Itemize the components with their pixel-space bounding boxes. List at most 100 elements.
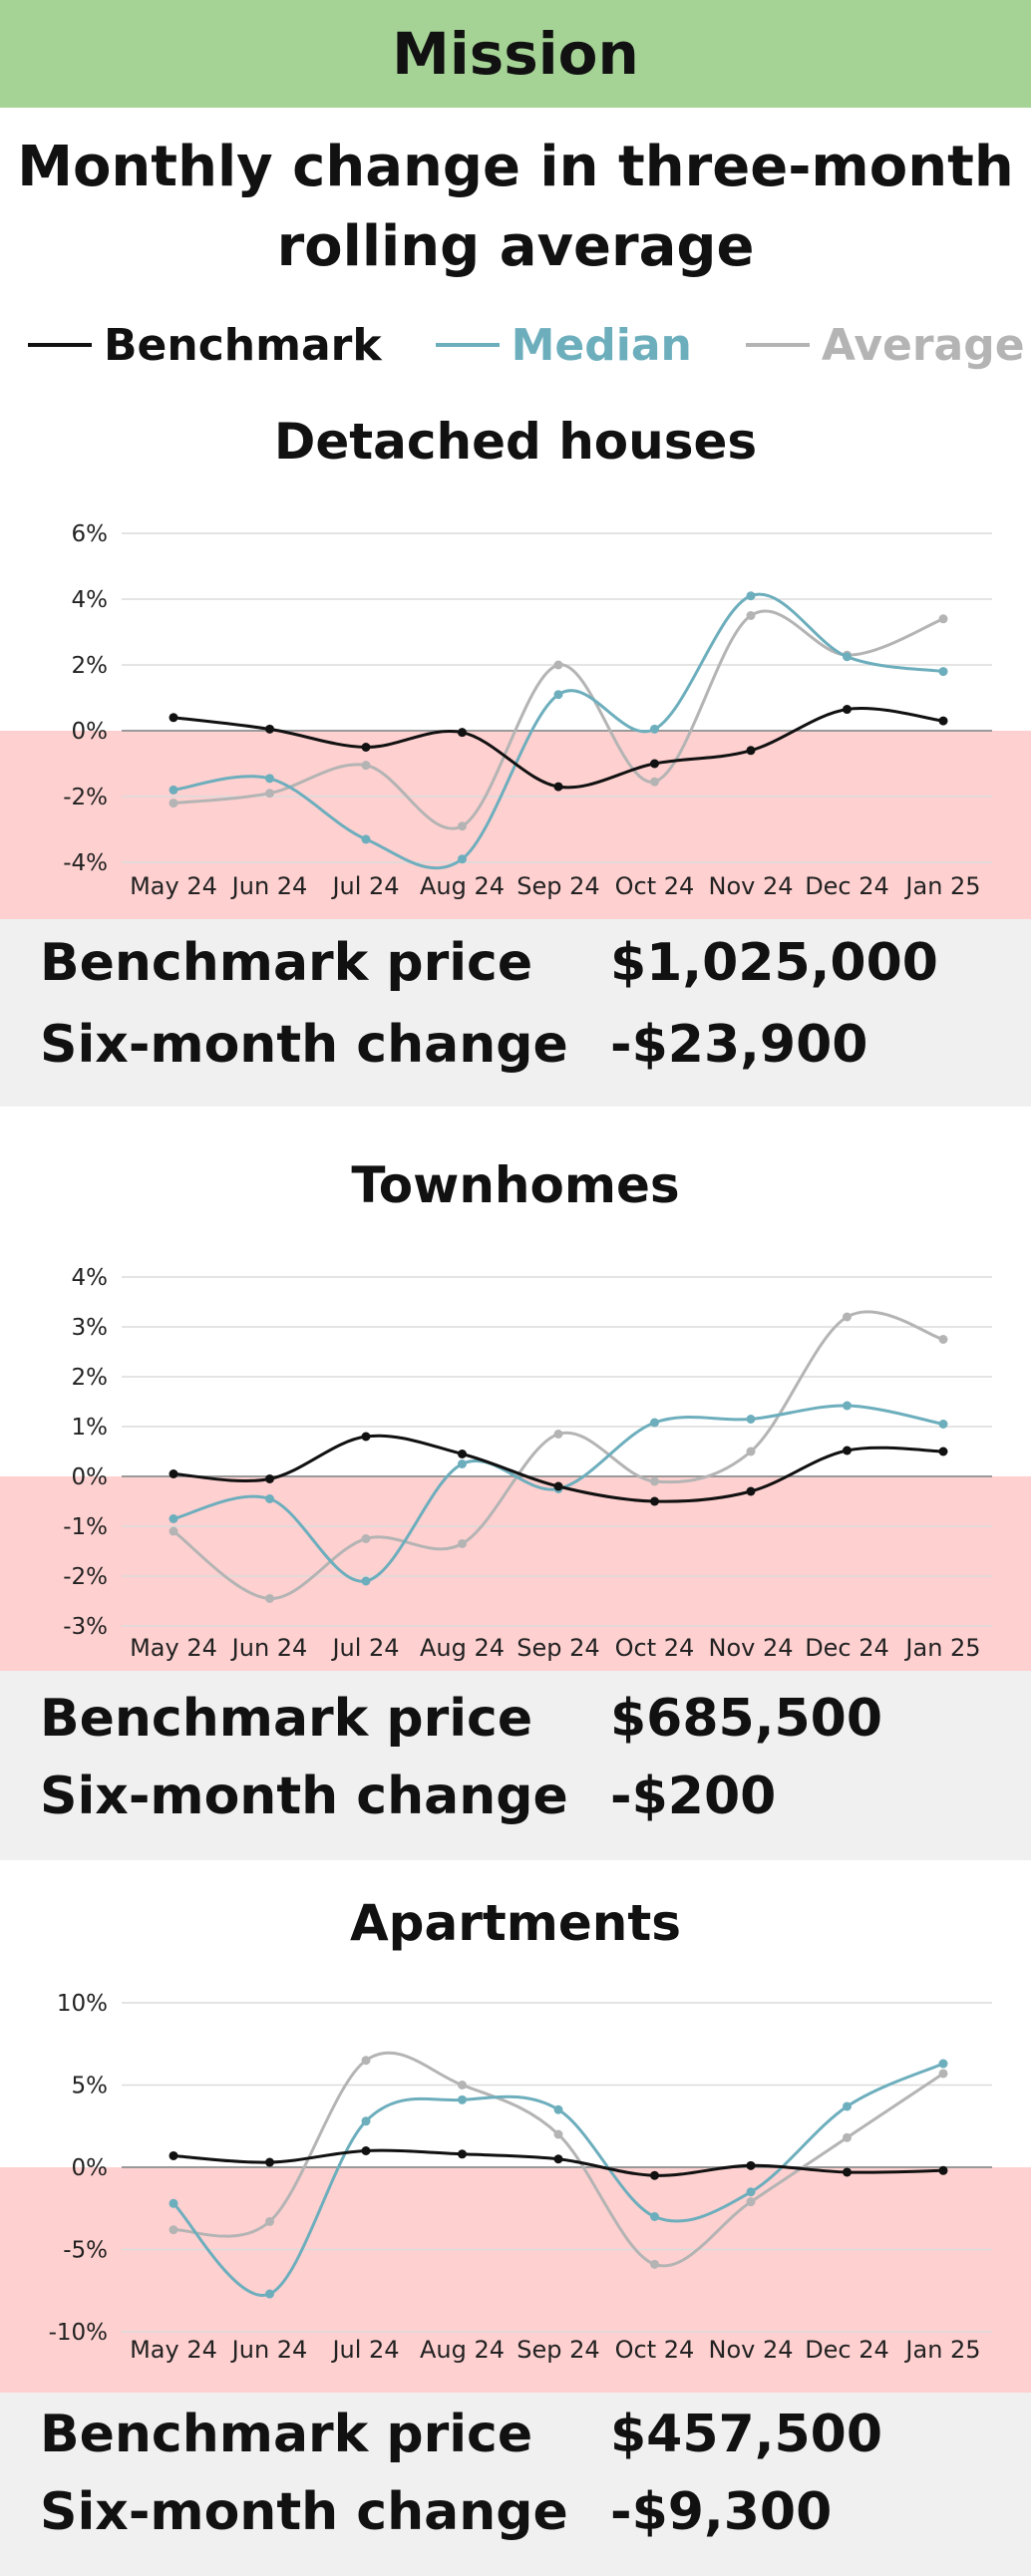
data-point-benchmark [650, 759, 659, 769]
data-point-benchmark [169, 1469, 178, 1478]
data-point-average [458, 1539, 467, 1548]
section-title-townhomes: Townhomes [351, 1156, 680, 1214]
data-point-benchmark [265, 2157, 274, 2167]
data-point-median [169, 1514, 178, 1523]
data-point-benchmark [553, 1481, 563, 1491]
six-month-change-row: Six-month change -$200 [0, 1767, 1031, 1844]
data-point-benchmark [938, 1447, 948, 1456]
data-point-median [746, 1415, 756, 1424]
data-point-median [458, 2094, 467, 2104]
data-point-average [746, 1447, 756, 1456]
data-point-average [938, 2069, 948, 2079]
y-tick-label: -2% [63, 1564, 108, 1590]
y-tick-label: -4% [63, 850, 108, 876]
data-point-benchmark [843, 1446, 852, 1455]
y-tick-label: -3% [63, 1614, 108, 1640]
data-point-benchmark [553, 2154, 563, 2164]
legend-label-median: Median [511, 319, 692, 371]
x-tick-label: Jul 24 [330, 1634, 399, 1662]
six-month-change-value: -$9,300 [610, 2482, 833, 2542]
six-month-change-value: -$200 [610, 1767, 777, 1826]
data-point-benchmark [458, 1449, 467, 1458]
six-month-change-row: Six-month change -$23,900 [0, 1015, 1031, 1093]
x-tick-label: Oct 24 [615, 1634, 695, 1662]
x-tick-label: Jul 24 [330, 2336, 399, 2364]
six-month-change-label: Six-month change [40, 1015, 568, 1075]
data-point-median [361, 2116, 371, 2126]
data-point-median [361, 1576, 371, 1586]
data-point-average [746, 611, 756, 620]
info-panel-townhomes: Benchmark price $685,500 Six-month chang… [0, 1671, 1031, 1860]
data-point-median [746, 591, 756, 601]
data-point-benchmark [746, 2160, 756, 2170]
x-tick-label: Jan 25 [903, 872, 980, 900]
y-tick-label: 2% [72, 653, 109, 679]
data-point-average [938, 1335, 948, 1344]
y-tick-label: 5% [72, 2074, 109, 2099]
benchmark-price-row: Benchmark price $1,025,000 [0, 933, 1031, 1011]
series-line-average [172, 609, 944, 830]
data-point-median [361, 834, 371, 844]
legend-item-median: Median [435, 319, 692, 371]
y-tick-label: 0% [72, 719, 109, 745]
x-tick-label: Nov 24 [708, 1634, 793, 1662]
data-point-median [265, 1494, 274, 1503]
y-tick-label: 0% [72, 1464, 109, 1490]
page-title: Mission [392, 20, 639, 88]
data-point-benchmark [361, 2146, 371, 2155]
x-tick-label: Oct 24 [615, 2336, 695, 2364]
data-point-median [265, 774, 274, 784]
x-tick-label: May 24 [130, 872, 217, 900]
info-panel-detached: Benchmark price $1,025,000 Six-month cha… [0, 919, 1031, 1107]
series-line-median [172, 1404, 944, 1583]
benchmark-price-label: Benchmark price [40, 1689, 533, 1749]
data-point-benchmark [169, 2150, 178, 2160]
data-point-median [458, 854, 467, 864]
y-tick-label: -1% [63, 1514, 108, 1540]
data-point-benchmark [746, 746, 756, 756]
data-point-average [843, 1312, 852, 1322]
data-point-median [938, 2059, 948, 2069]
data-point-average [843, 2132, 852, 2142]
x-tick-label: May 24 [130, 1634, 217, 1662]
six-month-change-value: -$23,900 [610, 1015, 868, 1075]
six-month-change-row: Six-month change -$9,300 [0, 2482, 1031, 2560]
legend-line-median [435, 343, 500, 347]
x-tick-label: Jun 24 [230, 1634, 308, 1662]
data-point-benchmark [938, 716, 948, 726]
y-tick-label: 0% [72, 2155, 109, 2181]
data-point-benchmark [553, 782, 563, 792]
y-tick-label: 2% [72, 1365, 109, 1391]
subtitle-line-2: rolling average [276, 214, 755, 279]
data-point-benchmark [265, 1474, 274, 1483]
subtitle-line-1: Monthly change in three-month [17, 135, 1014, 199]
data-point-average [265, 2216, 274, 2226]
data-point-benchmark [458, 728, 467, 738]
chart-apartments: -10% -5% 0% 5% 10% May 24 Jun 24 Jul 24 Aug 24 Se… [0, 1991, 1031, 2393]
legend-line-average [745, 343, 810, 347]
data-point-median [843, 652, 852, 662]
y-tick-label: -10% [49, 2320, 108, 2346]
y-tick-label: -5% [63, 2238, 108, 2264]
legend: Benchmark Median Average [28, 317, 1031, 373]
data-point-median [458, 1459, 467, 1468]
legend-label-average: Average [821, 319, 1025, 371]
data-point-benchmark [843, 705, 852, 715]
data-point-median [265, 2289, 274, 2299]
data-point-average [169, 2225, 178, 2235]
data-point-benchmark [746, 1486, 756, 1496]
data-point-benchmark [458, 2149, 467, 2159]
data-point-average [650, 2259, 659, 2269]
benchmark-price-value: $457,500 [610, 2405, 883, 2464]
x-tick-label: Aug 24 [420, 1634, 505, 1662]
data-point-benchmark [843, 2167, 852, 2177]
section-title-detached: Detached houses [273, 413, 758, 471]
x-tick-label: Oct 24 [615, 872, 695, 900]
chart-townhomes: -3% -2% -1% 0% 1% 2% 3% 4% May 24 Jun 24 Jul 24 Aug… [0, 1265, 1031, 1671]
x-tick-label: Jun 24 [230, 2336, 308, 2364]
legend-item-benchmark: Benchmark [28, 320, 382, 371]
data-point-benchmark [361, 1432, 371, 1442]
y-tick-label: 3% [72, 1315, 109, 1341]
data-point-average [169, 799, 178, 808]
data-point-average [458, 2081, 467, 2090]
